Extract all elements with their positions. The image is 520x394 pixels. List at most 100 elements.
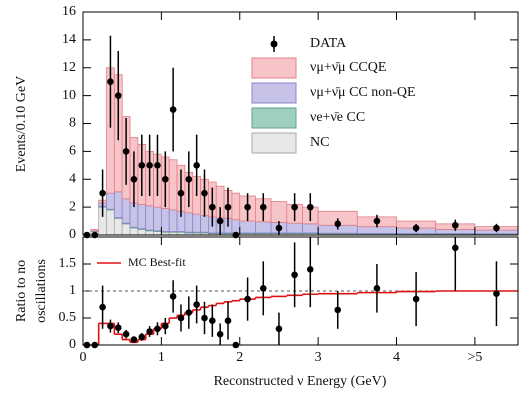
histogram-bar	[106, 209, 115, 236]
histogram-bar	[168, 209, 178, 232]
data-point	[114, 324, 122, 332]
legend-label: NC	[310, 135, 329, 150]
y-tick-label: 1	[69, 283, 76, 298]
histogram-bar	[145, 230, 154, 236]
histogram-bar	[231, 219, 241, 234]
data-point	[216, 217, 224, 225]
legend-swatch	[251, 107, 297, 129]
data-point	[259, 285, 267, 292]
histogram-bar	[255, 221, 272, 234]
histogram-bar	[145, 205, 154, 231]
data-point	[177, 314, 185, 322]
data-point	[373, 285, 381, 292]
legend-swatch	[251, 82, 297, 104]
legend-label: νe+ν̄e CC	[310, 110, 365, 125]
data-point	[122, 148, 130, 155]
y-tick-label: 4	[69, 171, 76, 186]
data-point	[177, 189, 185, 197]
y-tick-label: 0.5	[59, 310, 77, 325]
y-tick-label: 1.5	[59, 256, 77, 271]
legend-swatch	[251, 132, 297, 154]
plot-frame	[82, 11, 519, 236]
data-point	[275, 325, 283, 333]
histogram-bar	[153, 231, 162, 236]
data-point	[185, 175, 193, 183]
data-point	[130, 336, 138, 343]
x-tick-label: 2	[236, 350, 243, 365]
y-tick-label: 2	[69, 199, 76, 214]
x-tick-label: 0	[80, 350, 87, 365]
data-point	[138, 333, 146, 341]
histogram-bar	[137, 229, 147, 236]
y-tick-label: 0	[69, 337, 76, 352]
data-point	[493, 290, 500, 298]
histogram-bar	[90, 229, 100, 232]
data-point	[193, 162, 200, 169]
data-point	[209, 317, 216, 325]
histogram-bar	[153, 206, 162, 232]
histogram-bar	[137, 203, 147, 230]
data-point	[99, 189, 106, 197]
x-tick-label: >5	[467, 350, 482, 365]
x-tick-label: 1	[158, 350, 165, 365]
histogram-bar	[184, 212, 194, 233]
histogram-bar	[270, 201, 288, 223]
data-point	[201, 314, 208, 322]
data-point	[161, 322, 169, 330]
histogram-bar	[302, 223, 319, 234]
data-point	[291, 203, 298, 211]
data-point	[169, 293, 177, 300]
data-point	[412, 295, 420, 303]
histogram-bar	[286, 222, 303, 234]
histogram-bar	[168, 159, 178, 211]
y-axis-label: oscillations	[34, 259, 49, 323]
x-tick-label: 3	[315, 350, 322, 365]
histogram-bar	[106, 192, 115, 210]
histogram-bar	[239, 220, 256, 234]
legend-label: MC Best-fit	[128, 255, 186, 269]
histogram-bar	[192, 213, 201, 233]
data-point	[169, 106, 177, 113]
y-tick-label: 0	[69, 227, 76, 242]
data-point	[130, 175, 138, 183]
data-point	[114, 92, 122, 99]
data-point	[275, 224, 283, 232]
data-point	[154, 325, 161, 333]
data-point	[244, 203, 251, 211]
data-point	[161, 175, 169, 183]
data-point	[216, 330, 224, 338]
y-axis-label: Ratio to no	[14, 260, 29, 322]
data-point	[306, 266, 314, 273]
histogram-bar	[113, 217, 123, 236]
data-point	[138, 162, 146, 169]
data-point	[224, 317, 232, 325]
data-point	[334, 306, 342, 314]
data-point	[451, 221, 459, 229]
data-point	[259, 203, 267, 211]
data-point	[122, 330, 130, 338]
data-point	[412, 224, 420, 232]
legend-label: DATA	[310, 36, 347, 51]
y-tick-label: 10	[62, 88, 76, 103]
data-point	[154, 162, 161, 169]
x-axis-label: Reconstructed ν Energy (GeV)	[214, 374, 387, 389]
data-point	[209, 203, 216, 211]
data-point	[306, 203, 314, 211]
data-point	[451, 244, 459, 252]
y-tick-label: 16	[62, 4, 76, 19]
data-point	[99, 303, 106, 311]
histogram-bar	[231, 192, 241, 221]
data-point	[224, 203, 232, 211]
histogram-bar	[200, 215, 209, 233]
y-axis-label: Events/0.10 GeV	[14, 76, 29, 172]
data-point	[193, 301, 200, 308]
legend-marker	[270, 40, 278, 48]
histogram-bar	[121, 198, 131, 224]
histogram-bar	[160, 208, 170, 232]
histogram-bar	[121, 223, 131, 236]
data-point	[185, 309, 193, 316]
y-tick-label: 6	[69, 144, 76, 159]
y-tick-label: 14	[62, 32, 76, 47]
histogram-bar	[113, 191, 123, 218]
legend-label: νμ+ν̄μ CC non-QE	[310, 85, 416, 100]
